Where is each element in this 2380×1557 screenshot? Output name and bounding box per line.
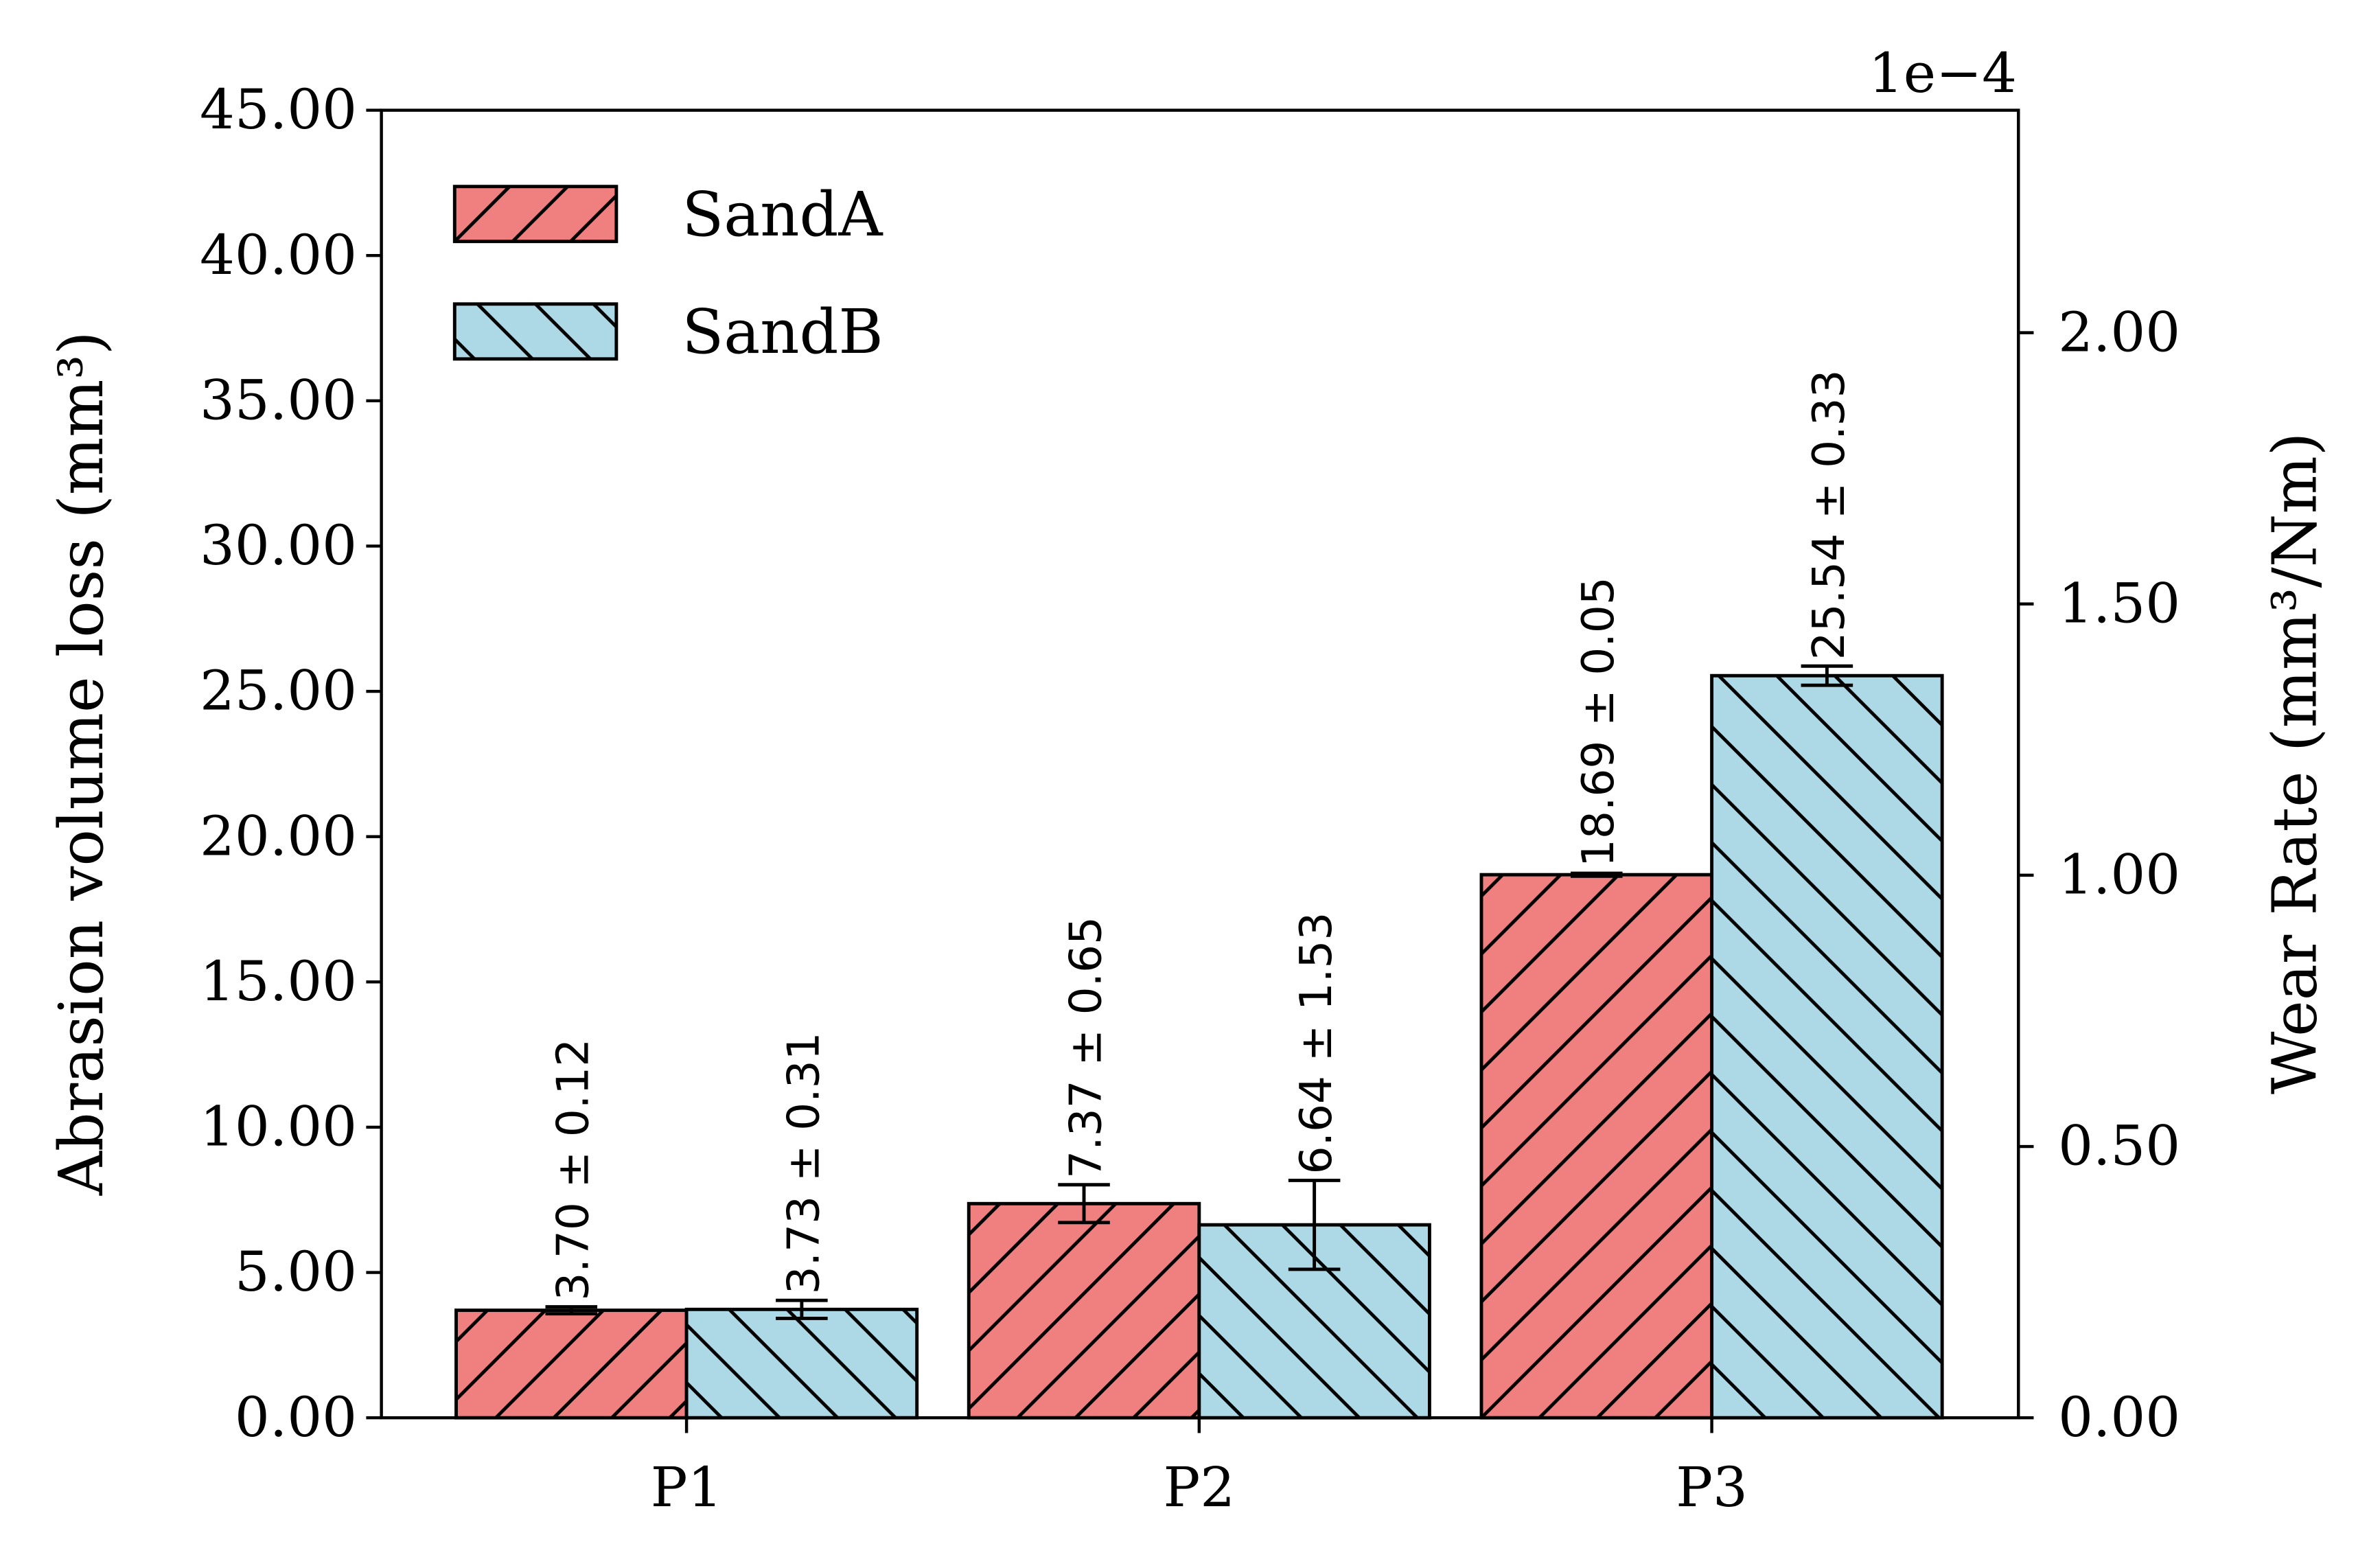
error-bar <box>545 1305 598 1316</box>
y-tick-label: 45.00 <box>200 78 357 141</box>
y2-offset-text: 1e−4 <box>1869 41 2017 105</box>
y-tick-label: 10.00 <box>200 1095 357 1159</box>
error-bar <box>1058 1183 1110 1225</box>
legend-label-SandB: SandB <box>682 296 883 367</box>
data-label: 3.73 ± 0.31 <box>778 1032 829 1294</box>
data-label: 6.64 ± 1.53 <box>1291 912 1342 1175</box>
bar-SandA-P2 <box>967 1201 1201 1420</box>
y2-axis-label: Wear Rate (mm³/Nm) <box>2259 432 2331 1094</box>
legend-swatch-SandB <box>452 302 619 361</box>
y-tick-label: 40.00 <box>200 223 357 287</box>
x-tick-label: P2 <box>1163 1455 1235 1519</box>
legend-label-SandA: SandA <box>682 178 883 250</box>
bar-SandA-P1 <box>454 1308 689 1420</box>
y2-tick-label: 2.00 <box>2058 300 2180 364</box>
y-tick-label: 15.00 <box>200 949 357 1013</box>
error-bar <box>776 1298 828 1320</box>
x-tick-label: P3 <box>1676 1455 1748 1519</box>
x-tick-label: P1 <box>651 1455 723 1519</box>
y-tick-label: 30.00 <box>200 514 357 577</box>
y2-tick-label: 1.00 <box>2058 843 2180 907</box>
y-tick-label: 35.00 <box>200 368 357 432</box>
y-axis-label: Abrasion volume loss (mm³) <box>45 331 117 1196</box>
y-tick-label: 20.00 <box>200 804 357 868</box>
error-bar <box>1288 1178 1341 1271</box>
error-bar <box>1801 664 1853 687</box>
y2-tick-label: 0.00 <box>2058 1385 2180 1449</box>
y-tick-label: 0.00 <box>235 1385 357 1449</box>
data-label: 25.54 ± 0.33 <box>1803 369 1855 660</box>
bar-SandA-P3 <box>1479 873 1714 1420</box>
legend-swatch-SandA <box>452 185 619 244</box>
y-tick-label: 5.00 <box>235 1240 357 1304</box>
y2-tick-label: 0.50 <box>2058 1114 2180 1178</box>
bar-SandB-P1 <box>684 1307 919 1420</box>
data-label: 7.37 ± 0.65 <box>1060 916 1111 1179</box>
y2-tick-label: 1.50 <box>2058 571 2180 635</box>
bar-SandB-P3 <box>1710 673 1944 1420</box>
error-bar <box>1570 871 1623 878</box>
legend: SandA SandB <box>452 178 883 367</box>
data-label: 18.69 ± 0.05 <box>1573 577 1624 867</box>
y-tick-label: 25.00 <box>200 659 357 723</box>
data-label: 3.70 ± 0.12 <box>548 1039 599 1301</box>
